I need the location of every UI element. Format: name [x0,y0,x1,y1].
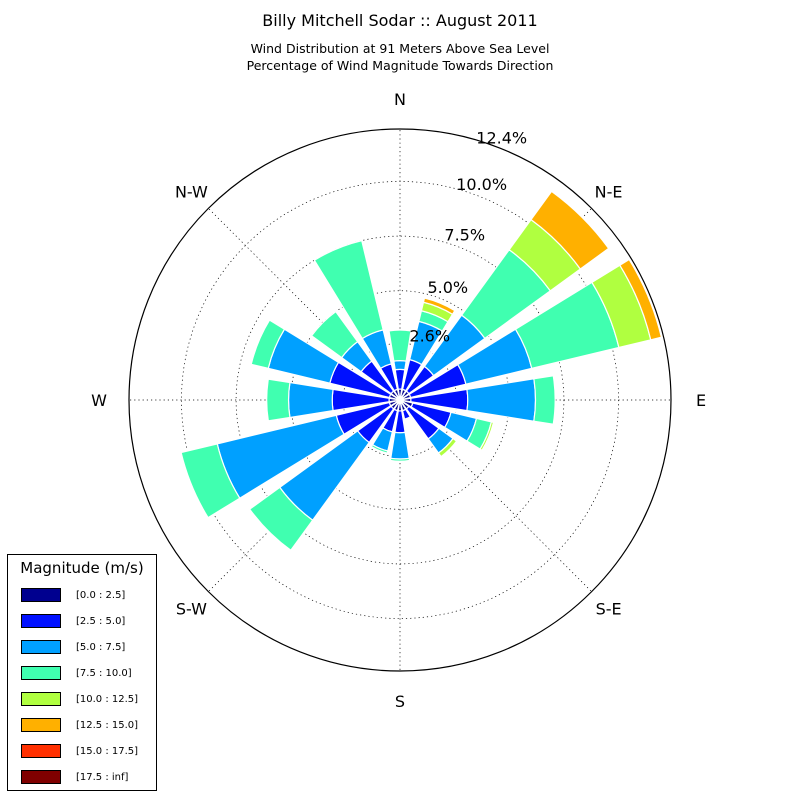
wind-bar-segment [388,329,412,362]
legend-label: [2.5 : 5.0] [76,616,126,627]
wind-bar-segment [479,421,495,452]
direction-label: N-E [595,182,623,201]
chart-title: Billy Mitchell Sodar :: August 2011 [262,11,538,30]
radial-tick-label: 12.4% [476,129,527,148]
legend-label: [7.5 : 10.0] [76,668,132,679]
direction-label: N [394,90,406,109]
chart-subtitle-line1: Wind Distribution at 91 Meters Above Sea… [250,41,550,56]
wind-bar-segment [180,443,241,519]
wind-bar-segment [389,457,411,462]
wind-bar-segment [619,258,663,341]
direction-gridline [399,399,592,592]
direction-label: S-E [596,600,622,619]
wind-bar-segment [390,431,410,460]
direction-label: S [395,692,405,711]
direction-label: N-W [175,182,208,201]
direction-label: W [91,391,107,410]
plot-boundary [128,128,672,672]
legend-label: [5.0 : 7.5] [76,642,126,653]
radial-tick-labels: 2.6% 5.0% 7.5% 10.0% 12.4% [409,129,527,346]
direction-gridline [208,208,401,401]
radial-tick-label: 10.0% [456,175,507,194]
wind-bar-segment [437,437,458,458]
wind-bar-segment [248,486,314,552]
legend-swatch [21,666,61,680]
legend-label: [12.5 : 15.0] [76,720,139,731]
legend-label: [15.0 : 17.5] [76,746,139,757]
wind-bar-segment [266,378,291,422]
legend-swatch [21,640,61,654]
wind-bar-segment [530,190,610,270]
legend-swatch [21,588,61,602]
legend-label: [17.5 : inf] [76,772,129,783]
wind-bar-segment [401,408,412,420]
legend-swatch [21,770,61,784]
radial-tick-label: 7.5% [444,226,485,245]
legend-label: [0.0 : 2.5] [76,590,126,601]
wind-bar-segment [422,297,456,316]
wind-bar-segment [393,360,407,371]
wind-bars [180,190,663,552]
direction-label: S-W [176,600,207,619]
legend: Magnitude (m/s) [0.0 : 2.5] [2.5 : 5.0] … [7,554,157,791]
radial-tick-label: 2.6% [409,327,450,346]
radial-tick-label: 5.0% [427,278,468,297]
legend-label: [10.0 : 12.5] [76,694,139,705]
wind-bar-segment [466,378,537,422]
wind-bar-segment [287,381,334,419]
wind-bar-segment [313,239,384,340]
direction-tick-labels: N N-E E S-E S S-W W N-W [91,90,706,711]
legend-swatch [21,614,61,628]
wind-bar-segment [370,443,389,454]
legend-title: Magnitude (m/s) [20,559,144,577]
chart-subtitle-line2: Percentage of Wind Magnitude Towards Dir… [246,58,554,73]
wind-bar-segment [533,375,556,425]
legend-swatch [21,744,61,758]
wind-bar-segment [250,319,286,370]
wind-bar-segment [310,310,359,359]
direction-label: E [696,391,706,410]
legend-swatch [21,718,61,732]
legend-swatch [21,692,61,706]
